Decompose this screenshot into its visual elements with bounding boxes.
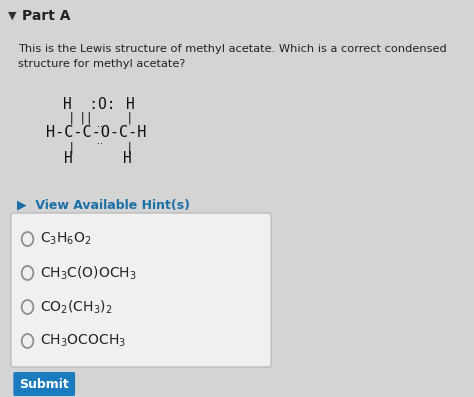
Text: |: | [126, 141, 134, 154]
Text: ..: .. [97, 119, 103, 129]
Text: H-C-C-O-C-H: H-C-C-O-C-H [46, 125, 146, 140]
Text: ||: || [78, 111, 93, 124]
Text: H  :O:: H :O: [63, 97, 115, 112]
FancyBboxPatch shape [11, 213, 271, 367]
Text: ..: .. [97, 136, 103, 146]
Text: $\mathrm{CO_2(CH_3)_2}$: $\mathrm{CO_2(CH_3)_2}$ [40, 298, 112, 316]
Text: H: H [126, 97, 135, 112]
Text: |: | [68, 111, 75, 124]
Text: This is the Lewis structure of methyl acetate. Which is a correct condensed
stru: This is the Lewis structure of methyl ac… [18, 44, 447, 69]
Text: $\mathrm{CH_3C(O)OCH_3}$: $\mathrm{CH_3C(O)OCH_3}$ [40, 264, 137, 282]
FancyBboxPatch shape [13, 372, 75, 396]
Text: $\mathrm{CH_3OCOCH_3}$: $\mathrm{CH_3OCOCH_3}$ [40, 333, 126, 349]
Text: H: H [123, 151, 131, 166]
Text: Submit: Submit [19, 378, 69, 391]
Text: ▶  View Available Hint(s): ▶ View Available Hint(s) [17, 198, 190, 211]
Text: $\mathrm{C_3H_6O_2}$: $\mathrm{C_3H_6O_2}$ [40, 231, 92, 247]
Text: Part A: Part A [22, 9, 70, 23]
Text: |: | [68, 141, 75, 154]
Text: H: H [64, 151, 73, 166]
Text: |: | [126, 111, 134, 124]
Text: ▼: ▼ [9, 11, 17, 21]
